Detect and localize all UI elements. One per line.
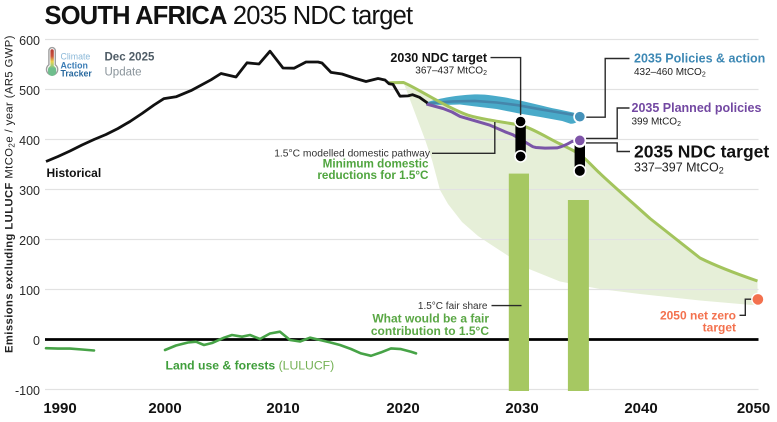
svg-text:1.5°C fair share: 1.5°C fair share: [418, 301, 488, 312]
svg-text:-100: -100: [15, 384, 40, 398]
svg-text:Action: Action: [61, 61, 88, 71]
svg-text:Land use & forests (LULUCF): Land use & forests (LULUCF): [166, 359, 335, 373]
svg-text:2040: 2040: [624, 400, 657, 417]
svg-text:reductions for 1.5°C: reductions for 1.5°C: [317, 169, 429, 182]
svg-text:2020: 2020: [386, 400, 419, 417]
svg-text:Minimum domestic: Minimum domestic: [323, 158, 429, 171]
svg-text:500: 500: [19, 84, 40, 98]
svg-text:337–397 MtCO2: 337–397 MtCO2: [634, 161, 724, 176]
svg-text:100: 100: [19, 284, 40, 298]
svg-text:Tracker: Tracker: [61, 69, 93, 79]
svg-text:Historical: Historical: [47, 166, 102, 180]
svg-text:Dec 2025: Dec 2025: [105, 52, 155, 64]
svg-text:What would be a fair: What would be a fair: [372, 312, 489, 326]
svg-text:target: target: [703, 321, 736, 335]
svg-text:300: 300: [19, 184, 40, 198]
svg-text:2010: 2010: [266, 400, 299, 417]
svg-text:2050 net zero: 2050 net zero: [660, 309, 736, 323]
svg-text:399 MtCO2: 399 MtCO2: [632, 117, 682, 129]
svg-text:1.5°C modelled domestic pathwa: 1.5°C modelled domestic pathway: [274, 149, 431, 160]
svg-text:2035 Planned policies: 2035 Planned policies: [632, 101, 762, 115]
svg-text:400: 400: [19, 134, 40, 148]
svg-text:367–437 MtCO2: 367–437 MtCO2: [415, 66, 487, 78]
svg-text:2050: 2050: [737, 400, 770, 417]
svg-text:Emissions excluding LULUCF Mt: Emissions excluding LULUCF MtCO2e / year…: [4, 35, 17, 353]
svg-text:0: 0: [33, 334, 40, 348]
svg-text:1990: 1990: [43, 400, 76, 417]
svg-text:2030 NDC target: 2030 NDC target: [390, 51, 487, 65]
svg-text:contribution to 1.5°C: contribution to 1.5°C: [371, 324, 489, 338]
svg-text:2030: 2030: [505, 400, 538, 417]
svg-text:Update: Update: [105, 67, 142, 79]
svg-text:SOUTH AFRICA 2035 NDC target: SOUTH AFRICA 2035 NDC target: [45, 2, 413, 30]
svg-text:2035 NDC target: 2035 NDC target: [634, 142, 769, 162]
svg-text:2000: 2000: [148, 400, 181, 417]
svg-text:432–460 MtCO2: 432–460 MtCO2: [634, 67, 706, 79]
svg-text:2035 Policies & action: 2035 Policies & action: [634, 52, 765, 66]
svg-text:Climate: Climate: [61, 52, 91, 62]
svg-text:600: 600: [19, 34, 40, 48]
svg-text:200: 200: [19, 234, 40, 248]
